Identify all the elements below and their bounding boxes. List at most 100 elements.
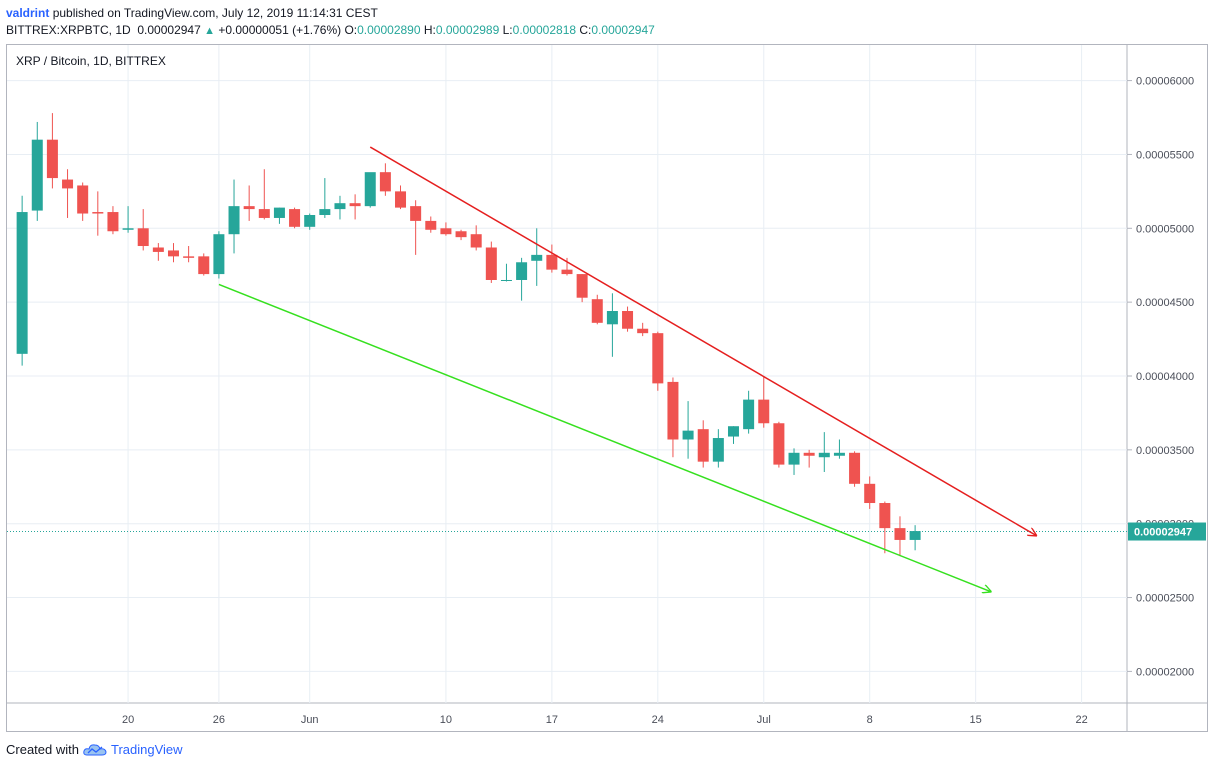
symbol-label: BITTREX:XRPBTC, 1D bbox=[6, 23, 131, 37]
open-label: O: bbox=[344, 23, 358, 37]
x-tick-label: 22 bbox=[1075, 714, 1087, 726]
candle-body bbox=[77, 185, 89, 214]
candle-body bbox=[107, 212, 119, 232]
candle bbox=[334, 195, 346, 220]
candle-body bbox=[258, 209, 270, 218]
candle bbox=[16, 195, 28, 366]
y-tick-label: 0.00003500 bbox=[1136, 445, 1194, 457]
candle-body bbox=[273, 207, 285, 218]
candle-body bbox=[818, 452, 830, 458]
candle-body bbox=[652, 333, 664, 384]
candle bbox=[137, 209, 149, 251]
footer: Created with TradingView bbox=[6, 742, 183, 757]
candle-body bbox=[440, 228, 452, 235]
candle-body bbox=[122, 228, 134, 230]
candle-body bbox=[833, 452, 845, 456]
candle bbox=[485, 241, 497, 283]
y-tick-label: 0.00002500 bbox=[1136, 593, 1194, 605]
candle-body bbox=[470, 234, 482, 248]
candle-body bbox=[16, 212, 28, 354]
candle-body bbox=[531, 254, 543, 261]
candle bbox=[455, 229, 467, 241]
candle bbox=[107, 206, 119, 235]
candle bbox=[758, 375, 770, 428]
x-tick-label: 24 bbox=[652, 714, 664, 726]
candle bbox=[183, 246, 195, 263]
candle bbox=[31, 121, 43, 221]
y-tick-label: 0.00004500 bbox=[1136, 297, 1194, 309]
y-tick-label: 0.00004000 bbox=[1136, 371, 1194, 383]
last-price: 0.00002947 bbox=[137, 23, 201, 37]
candle-body bbox=[379, 172, 391, 192]
x-tick-label: 10 bbox=[440, 714, 452, 726]
x-tick-label: 15 bbox=[970, 714, 982, 726]
candle bbox=[152, 243, 164, 261]
candle-body bbox=[591, 299, 603, 323]
candle-body bbox=[152, 247, 164, 252]
candle bbox=[198, 253, 210, 276]
x-tick-label: 26 bbox=[213, 714, 225, 726]
candle-body bbox=[334, 203, 346, 210]
candle-body bbox=[606, 311, 618, 325]
change-value: +0.00000051 (+1.76%) bbox=[218, 23, 342, 37]
candle-body bbox=[243, 206, 255, 210]
ohlc-legend: BITTREX:XRPBTC, 1D 0.00002947 ▲ +0.00000… bbox=[6, 23, 655, 37]
candle bbox=[879, 501, 891, 554]
last-price-badge-label: 0.00002947 bbox=[1134, 527, 1192, 539]
chart-title: XRP / Bitcoin, 1D, BITTREX bbox=[16, 54, 166, 68]
high-value: 0.00002989 bbox=[435, 23, 500, 37]
candle-body bbox=[228, 206, 240, 235]
candle bbox=[516, 257, 528, 301]
candle bbox=[273, 207, 285, 224]
candle-body bbox=[319, 209, 331, 216]
support-trendline bbox=[218, 283, 991, 591]
candle bbox=[319, 178, 331, 218]
candle bbox=[818, 432, 830, 472]
candle-body bbox=[485, 247, 497, 280]
candle-body bbox=[561, 269, 573, 275]
close-label: C: bbox=[579, 23, 592, 37]
candle-body bbox=[500, 279, 512, 281]
candle bbox=[773, 421, 785, 468]
low-label: L: bbox=[502, 23, 513, 37]
candle-body bbox=[213, 234, 225, 275]
resistance-trendline bbox=[369, 146, 1036, 535]
candle bbox=[697, 420, 709, 468]
candle-body bbox=[92, 212, 104, 214]
high-label: H: bbox=[423, 23, 436, 37]
candle bbox=[743, 390, 755, 434]
candle-body bbox=[364, 172, 376, 207]
candle bbox=[289, 207, 301, 229]
candle bbox=[395, 185, 407, 210]
candle bbox=[77, 182, 89, 221]
candle-body bbox=[697, 429, 709, 462]
candle-body bbox=[349, 203, 361, 207]
candle-body bbox=[167, 250, 179, 257]
candle-body bbox=[803, 452, 815, 456]
candle-body bbox=[879, 503, 891, 529]
candle-body bbox=[183, 256, 195, 258]
candle-body bbox=[395, 191, 407, 208]
candle-body bbox=[637, 328, 649, 334]
candle-body bbox=[46, 139, 58, 179]
candle bbox=[500, 263, 512, 282]
candle bbox=[122, 206, 134, 233]
candle-body bbox=[864, 483, 876, 504]
candle bbox=[591, 294, 603, 325]
candle bbox=[92, 191, 104, 236]
candle-body bbox=[410, 206, 422, 221]
candle bbox=[864, 476, 876, 509]
candle bbox=[46, 113, 58, 189]
author-link[interactable]: valdrint bbox=[6, 6, 50, 20]
x-tick-label: Jul bbox=[757, 714, 771, 726]
candle-body bbox=[198, 256, 210, 275]
chart-frame bbox=[6, 44, 1208, 732]
candle bbox=[213, 231, 225, 279]
candle bbox=[425, 216, 437, 233]
x-tick-label: 20 bbox=[122, 714, 134, 726]
candle-body bbox=[455, 231, 467, 238]
candle bbox=[788, 448, 800, 475]
tradingview-brand-link[interactable]: TradingView bbox=[110, 742, 183, 757]
candle bbox=[606, 293, 618, 357]
